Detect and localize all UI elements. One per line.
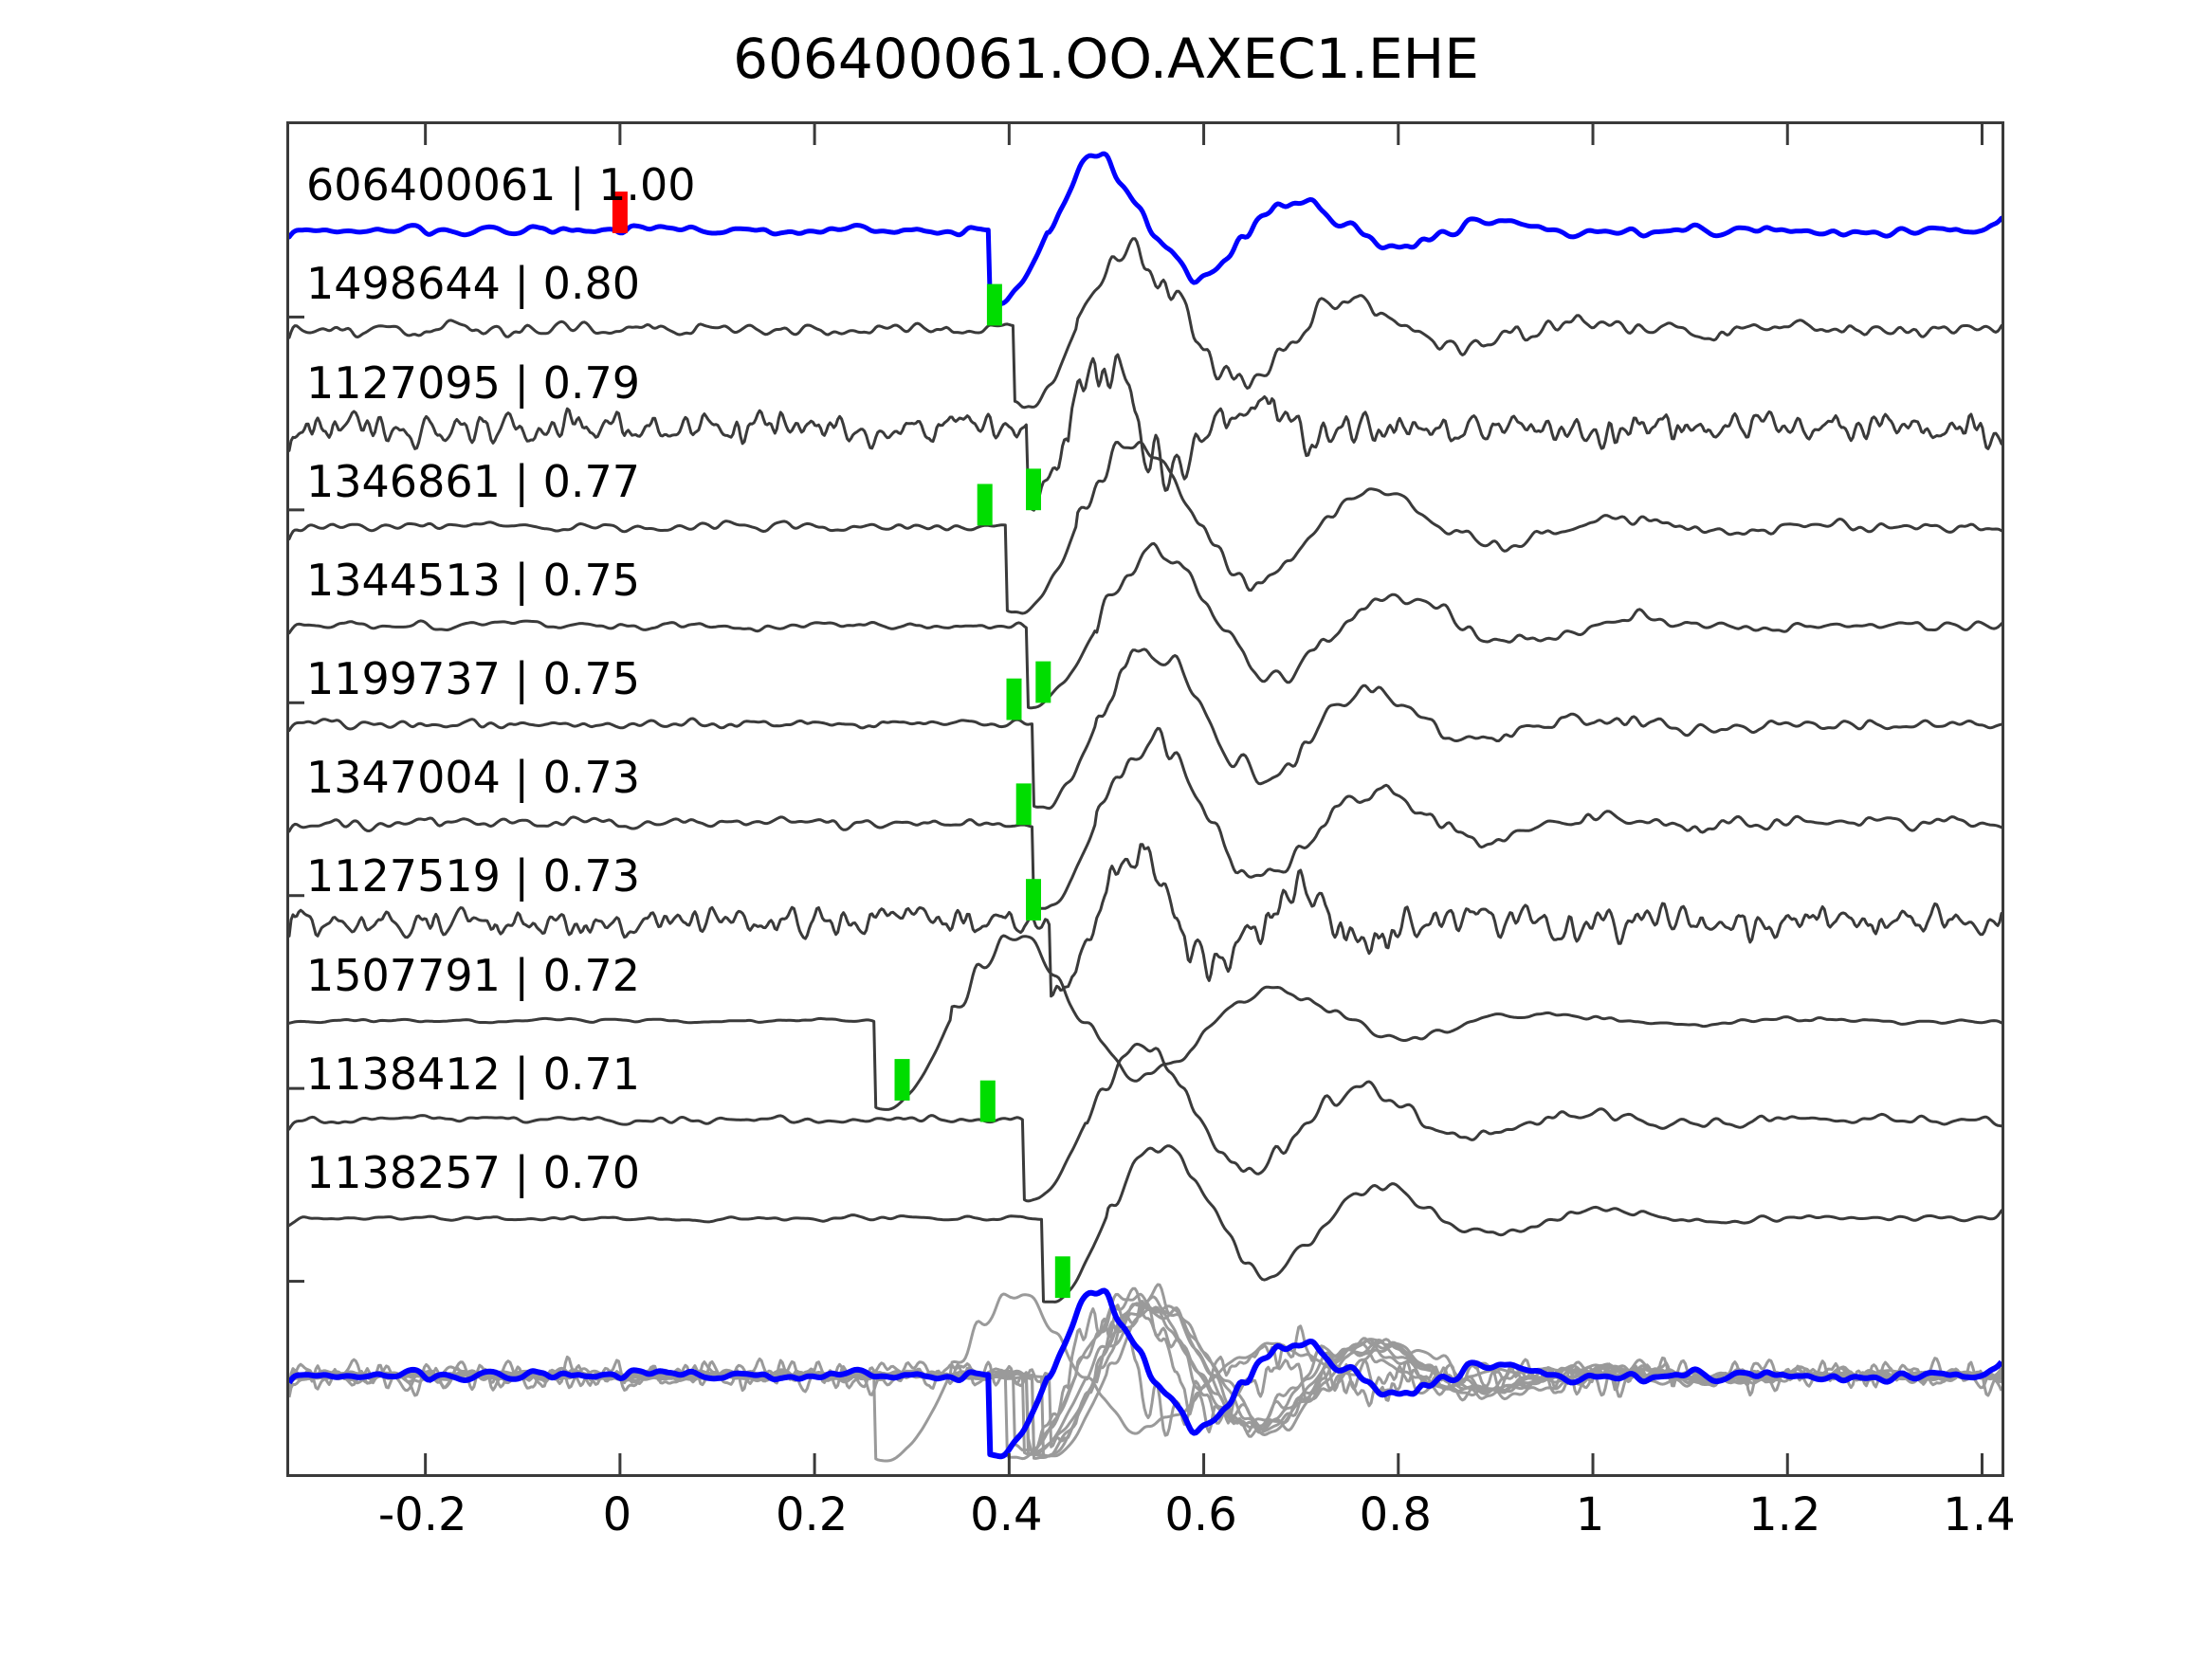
- page-title: 606400061.OO.AXEC1.EHE: [733, 27, 1479, 91]
- x-axis-tick-label: 0.6: [1164, 1488, 1237, 1541]
- trace-label: 1346861 | 0.77: [306, 455, 641, 507]
- x-axis-tick-label: 1.4: [1943, 1488, 2016, 1541]
- waveform-canvas: [289, 124, 2002, 1474]
- waveform-trace: [289, 151, 2002, 306]
- detection-pick-marker: [894, 1059, 910, 1101]
- detection-pick-marker: [979, 1080, 996, 1122]
- waveform-trace: [289, 353, 2002, 512]
- trace-label: 1127519 | 0.73: [306, 850, 641, 902]
- detection-pick-marker: [1015, 783, 1032, 826]
- waveform-trace: [289, 934, 2002, 1111]
- waveform-trace: [289, 1042, 2002, 1203]
- detection-pick-marker: [1035, 661, 1051, 703]
- trace-label: 606400061 | 1.00: [306, 159, 696, 211]
- trace-label: 1347004 | 0.73: [306, 752, 641, 804]
- trace-label: 1138412 | 0.71: [306, 1048, 641, 1100]
- detection-pick-marker: [1026, 879, 1041, 921]
- x-axis-tick-labels: -0.2 0 0.2 0.4 0.6 0.8 1 1.2 1.4: [286, 1488, 2016, 1555]
- waveform-trace: [289, 237, 2002, 410]
- detection-pick-marker: [1054, 1256, 1070, 1299]
- waveform-trace: [289, 647, 2002, 811]
- waveform-trace: [289, 1144, 2002, 1304]
- trace-label: 1127095 | 0.79: [306, 356, 641, 409]
- x-axis-tick-label: 1: [1575, 1488, 1605, 1541]
- x-axis-tick-label: 0.2: [775, 1488, 849, 1541]
- detection-pick-marker: [986, 283, 1002, 326]
- trace-label: 1507791 | 0.72: [306, 949, 641, 1001]
- x-axis-tick-label: -0.2: [377, 1488, 467, 1541]
- detection-pick-marker: [1006, 678, 1022, 720]
- detection-pick-marker: [1026, 468, 1041, 511]
- waveform-trace: [289, 726, 2002, 911]
- plot-area: [286, 121, 2004, 1477]
- stack-template-trace: [289, 1287, 2002, 1460]
- x-axis-tick-label: 1.2: [1748, 1488, 1821, 1541]
- trace-label: 1199737 | 0.75: [306, 653, 641, 705]
- waveform-trace: [289, 843, 2002, 998]
- trace-label: 1138257 | 0.70: [306, 1146, 641, 1198]
- detection-pick-marker: [977, 483, 993, 526]
- trace-label: 1498644 | 0.80: [306, 258, 641, 310]
- waveform-trace: [289, 541, 2002, 710]
- waveform-trace: [289, 440, 2002, 615]
- template-pick-marker: [612, 191, 628, 233]
- x-axis-tick-label: 0.4: [970, 1488, 1043, 1541]
- x-axis-tick-label: 0.8: [1359, 1488, 1432, 1541]
- trace-label: 1344513 | 0.75: [306, 554, 641, 606]
- x-axis-tick-label: 0: [602, 1488, 632, 1541]
